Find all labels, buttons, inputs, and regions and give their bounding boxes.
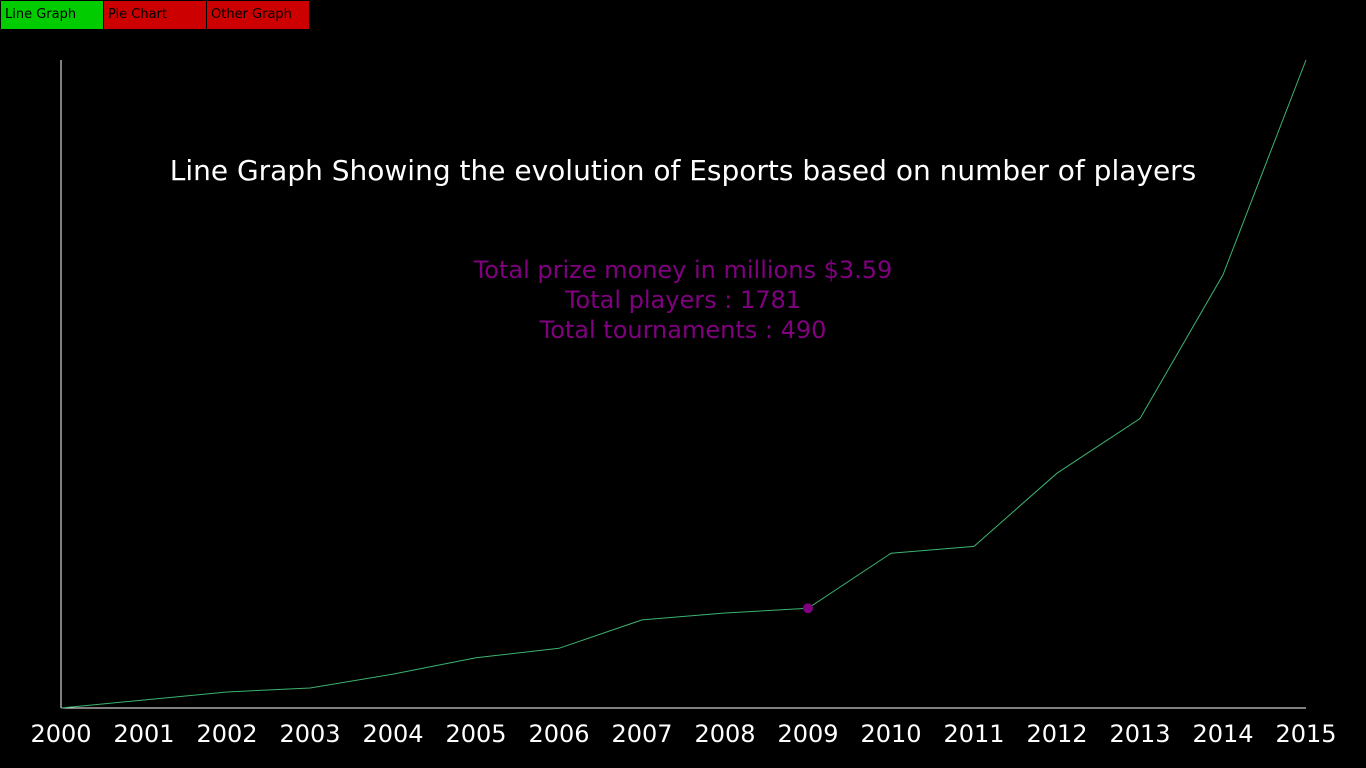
highlighted-data-point[interactable] <box>803 603 813 614</box>
data-point[interactable] <box>57 704 65 712</box>
data-point[interactable] <box>140 696 148 704</box>
tab-pie-chart[interactable]: Pie Chart <box>103 0 206 30</box>
series-layer <box>57 56 1310 712</box>
x-tick-label: 2001 <box>113 720 174 748</box>
data-point[interactable] <box>555 644 563 652</box>
x-tick-label: 2013 <box>1109 720 1170 748</box>
x-tick-label: 2010 <box>860 720 921 748</box>
x-tick-label: 2012 <box>1026 720 1087 748</box>
graph-tab-bar: Line Graph Pie Chart Other Graph <box>0 0 309 30</box>
data-point[interactable] <box>306 684 314 692</box>
data-point[interactable] <box>1136 415 1144 423</box>
data-point[interactable] <box>887 549 895 557</box>
x-tick-label: 2008 <box>694 720 755 748</box>
x-tick-label: 2015 <box>1275 720 1336 748</box>
x-tick-label: 2009 <box>777 720 838 748</box>
x-tick-label: 2005 <box>445 720 506 748</box>
data-point[interactable] <box>389 670 397 678</box>
data-point[interactable] <box>970 542 978 550</box>
x-tick-label: 2006 <box>528 720 589 748</box>
total-tournaments-text: Total tournaments : 490 <box>539 316 827 344</box>
tab-line-graph[interactable]: Line Graph <box>0 0 103 30</box>
tab-other-graph[interactable]: Other Graph <box>206 0 309 30</box>
x-tick-label: 2011 <box>943 720 1004 748</box>
x-tick-label: 2002 <box>196 720 257 748</box>
data-point[interactable] <box>721 609 729 617</box>
data-point[interactable] <box>223 688 231 696</box>
x-tick-label: 2000 <box>30 720 91 748</box>
x-tick-label: 2014 <box>1192 720 1253 748</box>
data-point[interactable] <box>1053 469 1061 477</box>
x-tick-labels: 2000 2001 2002 2003 2004 2005 2006 2007 2008 2009… <box>30 720 1336 748</box>
chart-title: Line Graph Showing the evolution of Espo… <box>170 154 1197 187</box>
series-line <box>60 59 1307 709</box>
data-point[interactable] <box>1302 56 1310 64</box>
total-players-text: Total players : 1781 <box>564 286 801 314</box>
prize-money-text: Total prize money in millions $3.59 <box>473 256 893 284</box>
x-tick-label: 2004 <box>362 720 423 748</box>
data-point[interactable] <box>472 654 480 662</box>
x-tick-label: 2003 <box>279 720 340 748</box>
data-point[interactable] <box>1219 271 1227 279</box>
x-tick-label: 2007 <box>611 720 672 748</box>
data-point[interactable] <box>638 616 646 624</box>
